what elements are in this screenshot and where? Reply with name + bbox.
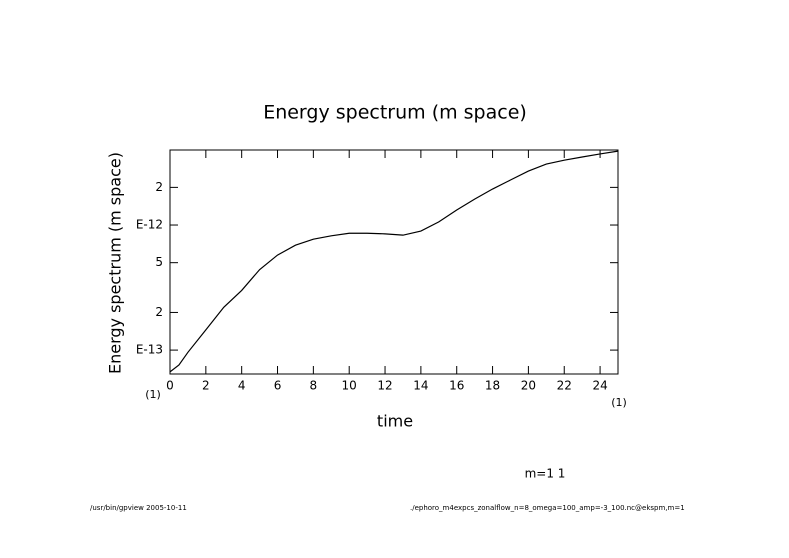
x-tick-label: 12 <box>377 379 392 393</box>
x-tick-label: 4 <box>238 379 246 393</box>
plot-frame <box>169 149 619 375</box>
x-tick-label: 8 <box>310 379 318 393</box>
x-tick-label: 18 <box>485 379 500 393</box>
x-tick-label: 14 <box>413 379 428 393</box>
y-tick-label: 5 <box>155 255 163 269</box>
footer-left: /usr/bin/gpview 2005-10-11 <box>90 504 187 512</box>
x-tick-label: 16 <box>449 379 464 393</box>
x-tick-label: 0 <box>166 379 174 393</box>
x-unit-label: (1) <box>611 396 627 409</box>
y-axis-label: Energy spectrum (m space) <box>106 152 125 374</box>
x-tick-label: 10 <box>342 379 357 393</box>
annotation: m=1 1 <box>525 467 566 481</box>
y-tick-label: 2 <box>155 305 163 319</box>
x-tick-label: 22 <box>557 379 572 393</box>
y-unit-label: (1) <box>145 388 161 401</box>
x-tick-label: 20 <box>521 379 536 393</box>
footer-right: ./ephoro_m4expcs_zonalflow_n=8_omega=100… <box>410 504 685 512</box>
x-tick-label: 6 <box>274 379 282 393</box>
y-tick-label: 2 <box>155 180 163 194</box>
data-line <box>169 150 619 373</box>
chart-title: Energy spectrum (m space) <box>263 102 527 124</box>
x-tick-label: 24 <box>592 379 607 393</box>
x-tick-label: 2 <box>202 379 210 393</box>
y-tick-label: E-12 <box>136 218 163 232</box>
y-tick-label: E-13 <box>136 343 163 357</box>
x-axis-label: time <box>377 412 413 431</box>
